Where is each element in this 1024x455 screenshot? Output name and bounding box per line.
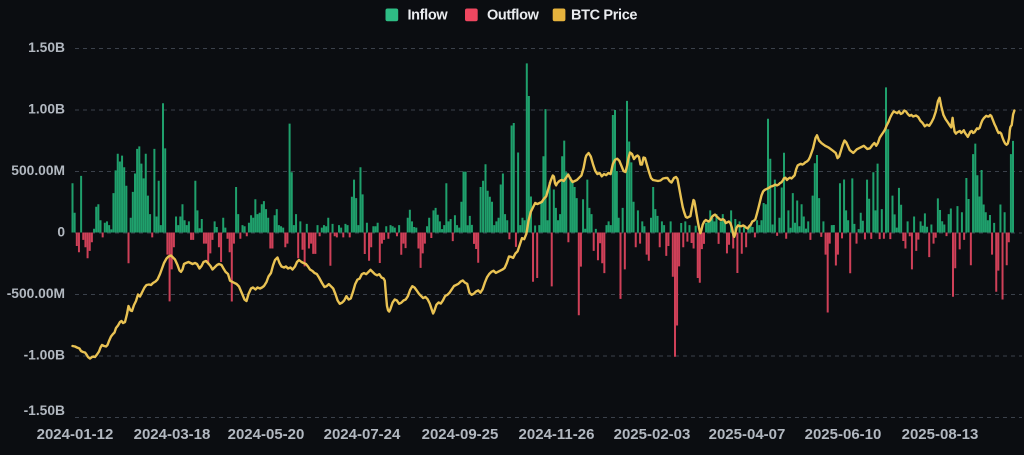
svg-text:2024-11-26: 2024-11-26 — [519, 426, 595, 443]
svg-text:2025-02-03: 2025-02-03 — [614, 426, 691, 443]
svg-text:0: 0 — [57, 225, 65, 240]
svg-text:2025-06-10: 2025-06-10 — [805, 426, 882, 443]
svg-text:2024-09-25: 2024-09-25 — [422, 426, 499, 443]
svg-text:-1.50B: -1.50B — [24, 403, 65, 418]
svg-text:Inflow: Inflow — [408, 8, 449, 24]
svg-text:2024-03-18: 2024-03-18 — [134, 426, 211, 443]
svg-text:1.00B: 1.00B — [28, 102, 65, 117]
svg-text:2024-05-20: 2024-05-20 — [228, 426, 305, 443]
svg-text:500.00M: 500.00M — [11, 163, 65, 178]
svg-text:2024-07-24: 2024-07-24 — [324, 426, 401, 443]
svg-text:Outflow: Outflow — [487, 8, 540, 24]
svg-text:2024-01-12: 2024-01-12 — [37, 426, 114, 443]
svg-text:BTC Price: BTC Price — [571, 8, 637, 24]
svg-text:-1.00B: -1.00B — [24, 348, 65, 363]
svg-text:2025-08-13: 2025-08-13 — [902, 426, 979, 443]
svg-text:1.50B: 1.50B — [28, 40, 65, 55]
svg-text:2025-04-07: 2025-04-07 — [709, 426, 786, 443]
svg-text:-500.00M: -500.00M — [7, 286, 65, 301]
